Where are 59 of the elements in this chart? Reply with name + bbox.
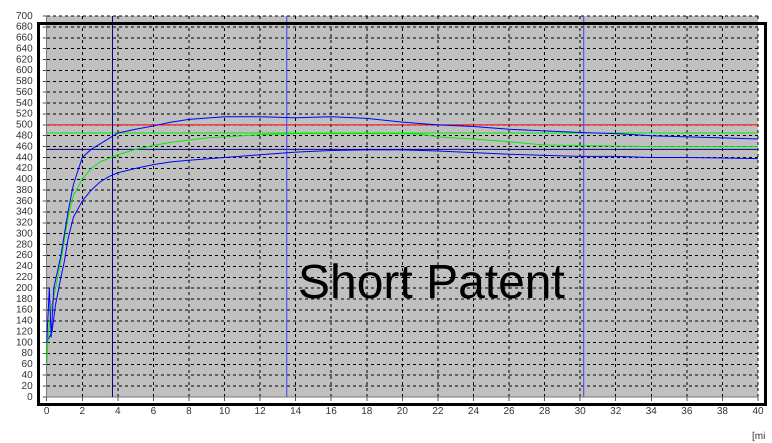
y-tick-label: 660 bbox=[16, 32, 34, 44]
x-tick-label: 38 bbox=[716, 406, 728, 417]
x-tick-label: 20 bbox=[396, 406, 408, 417]
y-tick-label: 580 bbox=[16, 76, 34, 88]
x-tick-label: 0 bbox=[44, 406, 50, 417]
x-tick-label: 6 bbox=[150, 406, 157, 417]
y-tick-label: 700 bbox=[16, 10, 34, 22]
x-tick-label: 2 bbox=[79, 406, 86, 417]
x-tick-label: 8 bbox=[186, 406, 192, 417]
x-tick-label: 36 bbox=[681, 406, 693, 417]
x-tick-label: 12 bbox=[254, 406, 266, 417]
y-tick-label: 200 bbox=[16, 282, 34, 294]
y-tick-label: 640 bbox=[16, 43, 34, 54]
y-tick-label: 440 bbox=[16, 152, 34, 164]
y-tick-label: 420 bbox=[16, 163, 34, 174]
y-tick-label: 40 bbox=[22, 370, 34, 381]
annotation: Short Patent bbox=[298, 256, 565, 310]
y-tick-label: 460 bbox=[16, 141, 34, 152]
x-tick-label: 4 bbox=[115, 406, 122, 417]
y-tick-label: 600 bbox=[16, 65, 34, 76]
y-tick-label: 320 bbox=[16, 218, 34, 229]
y-tick-label: 620 bbox=[16, 54, 34, 66]
x-tick-label: 22 bbox=[432, 406, 444, 417]
y-tick-label: 100 bbox=[16, 337, 34, 348]
x-tick-label: 14 bbox=[290, 406, 302, 417]
y-tick-label: 20 bbox=[22, 380, 34, 392]
y-tick-label: 0 bbox=[27, 392, 34, 403]
y-tick-label: 340 bbox=[16, 206, 34, 218]
y-tick-label: 680 bbox=[16, 22, 34, 33]
x-tick-label: 10 bbox=[218, 406, 231, 417]
x-axis-title: [mi bbox=[752, 431, 766, 442]
y-tick-label: 480 bbox=[16, 130, 34, 142]
x-tick-label: 40 bbox=[752, 406, 764, 417]
x-tick-label: 26 bbox=[503, 406, 516, 417]
y-tick-label: 60 bbox=[22, 359, 34, 370]
x-tick-label: 32 bbox=[610, 406, 622, 417]
y-tick-label: 260 bbox=[16, 250, 34, 262]
y-tick-label: 500 bbox=[16, 120, 34, 131]
x-tick-label: 30 bbox=[574, 406, 586, 417]
y-tick-label: 400 bbox=[16, 174, 34, 186]
y-tick-label: 280 bbox=[16, 239, 34, 250]
y-tick-label: 220 bbox=[16, 272, 34, 284]
x-tick-label: 16 bbox=[326, 406, 338, 417]
y-tick-label: 80 bbox=[22, 348, 34, 360]
x-tick-label: 18 bbox=[361, 406, 373, 417]
x-tick-label: 24 bbox=[468, 406, 480, 417]
x-tick-label: 28 bbox=[539, 406, 551, 417]
y-tick-label: 240 bbox=[16, 261, 34, 272]
x-tick-label: 34 bbox=[646, 406, 658, 417]
y-tick-label: 560 bbox=[16, 86, 34, 98]
y-tick-label: 540 bbox=[16, 98, 34, 109]
y-tick-label: 160 bbox=[16, 304, 34, 316]
y-tick-label: 520 bbox=[16, 108, 34, 120]
y-tick-label: 180 bbox=[16, 294, 34, 305]
y-tick-label: 120 bbox=[16, 326, 34, 338]
y-tick-label: 380 bbox=[16, 184, 34, 196]
y-tick-label: 360 bbox=[16, 196, 34, 207]
y-tick-label: 140 bbox=[16, 316, 34, 327]
y-tick-label: 300 bbox=[16, 228, 34, 240]
